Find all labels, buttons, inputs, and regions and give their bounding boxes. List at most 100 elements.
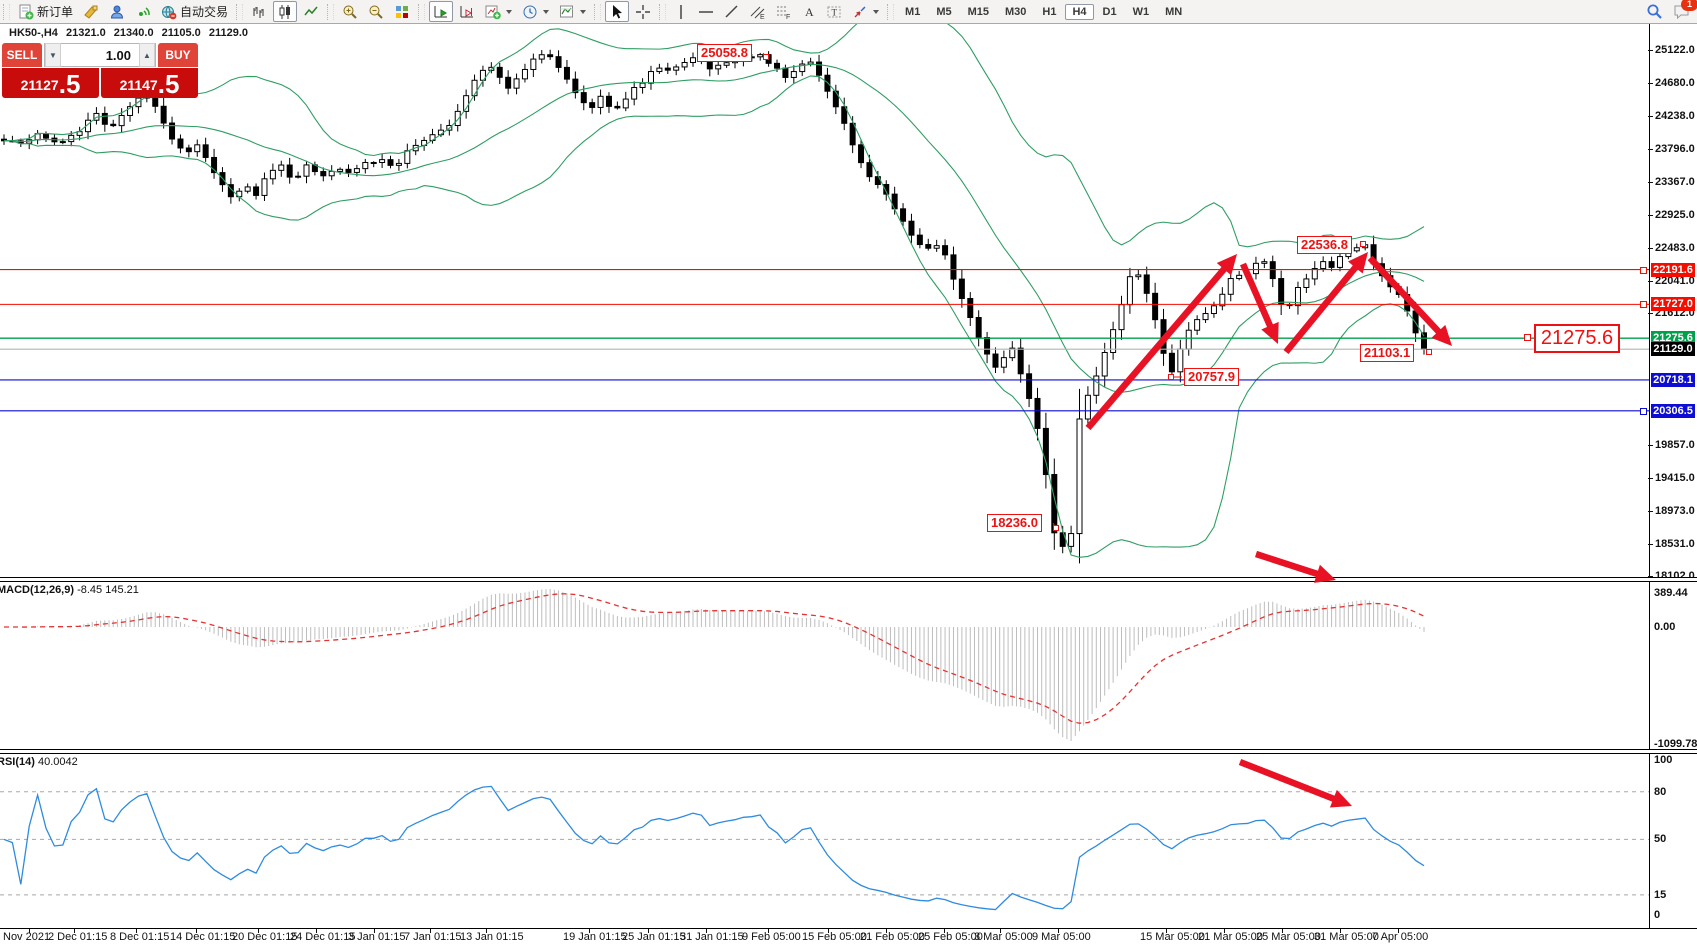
candle[interactable] (1160, 319, 1167, 354)
candle[interactable] (244, 186, 251, 192)
panel-splitter[interactable] (0, 577, 1697, 582)
candle[interactable] (353, 168, 360, 173)
candle[interactable] (303, 164, 310, 177)
candle[interactable] (1101, 351, 1108, 377)
candle[interactable] (59, 141, 66, 144)
candle[interactable] (261, 178, 268, 196)
candle[interactable] (387, 159, 394, 166)
line-handle[interactable] (1524, 334, 1531, 341)
candle[interactable] (1135, 274, 1142, 278)
candle[interactable] (975, 316, 982, 339)
candle[interactable] (513, 78, 520, 89)
timeframe-button-m30[interactable]: M30 (1005, 5, 1027, 18)
candle[interactable] (1017, 347, 1024, 375)
candle[interactable] (43, 133, 50, 139)
vertical-line-button[interactable] (670, 1, 692, 22)
candle[interactable] (169, 122, 176, 140)
candle[interactable] (563, 66, 570, 80)
text-label-button[interactable]: T (822, 1, 846, 22)
candle[interactable] (454, 110, 461, 126)
candle[interactable] (1042, 427, 1049, 476)
candle[interactable] (530, 58, 537, 70)
candle[interactable] (1177, 348, 1184, 373)
candle[interactable] (211, 156, 218, 174)
candle[interactable] (370, 161, 377, 164)
candle[interactable] (1118, 304, 1125, 331)
price-callout-box[interactable]: 21275.6 (1534, 324, 1620, 353)
candle[interactable] (320, 171, 327, 177)
candle[interactable] (673, 66, 680, 71)
candle[interactable] (1051, 474, 1058, 534)
accounts-button[interactable] (105, 1, 129, 22)
candle[interactable] (967, 297, 974, 318)
candle[interactable] (1328, 261, 1335, 268)
candle[interactable] (101, 112, 108, 125)
candle[interactable] (900, 208, 907, 222)
candle[interactable] (681, 62, 688, 68)
zoom-in-button[interactable] (338, 1, 362, 22)
candle[interactable] (1068, 533, 1075, 547)
search-icon[interactable] (1646, 3, 1663, 20)
candle[interactable] (631, 87, 638, 100)
candle[interactable] (555, 56, 562, 68)
candle[interactable] (1353, 247, 1360, 252)
buy-button[interactable]: BUY (158, 43, 198, 67)
volume-increase-button[interactable]: ▲ (139, 43, 155, 67)
candle[interactable] (1370, 244, 1377, 265)
candle[interactable] (622, 98, 629, 109)
candle[interactable] (1362, 244, 1369, 249)
candle[interactable] (1168, 352, 1175, 373)
sell-button[interactable]: SELL (2, 43, 42, 67)
candle[interactable] (127, 106, 134, 116)
candle[interactable] (589, 102, 596, 108)
price-annotation[interactable]: 18236.0 (987, 514, 1042, 532)
candle[interactable] (1202, 313, 1209, 321)
timeframe-button-h1[interactable]: H1 (1042, 5, 1057, 18)
candle[interactable] (799, 63, 806, 73)
candle[interactable] (916, 234, 923, 246)
candle[interactable] (547, 54, 554, 58)
candle[interactable] (278, 164, 285, 171)
candle[interactable] (1152, 292, 1159, 321)
candle[interactable] (177, 138, 184, 149)
candle[interactable] (942, 245, 949, 256)
candle[interactable] (723, 62, 730, 66)
auto-trading-button[interactable]: 自动交易 (157, 1, 232, 22)
candle[interactable] (295, 175, 302, 178)
candle[interactable] (866, 162, 873, 178)
candle[interactable] (858, 144, 865, 164)
candle[interactable] (1261, 261, 1268, 264)
candle[interactable] (715, 64, 722, 70)
candle[interactable] (1000, 357, 1007, 368)
line-handle[interactable] (1640, 407, 1647, 415)
candle[interactable] (984, 337, 991, 355)
equidistant-channel-button[interactable]: E (746, 1, 770, 22)
timeframe-button-mn[interactable]: MN (1165, 5, 1183, 18)
candle[interactable] (958, 278, 965, 299)
candle[interactable] (1395, 286, 1402, 295)
price-annotation[interactable]: 20757.9 (1184, 368, 1239, 386)
candle[interactable] (992, 353, 999, 368)
candle[interactable] (1303, 278, 1310, 288)
candle[interactable] (362, 161, 369, 170)
tile-windows-button[interactable] (390, 1, 414, 22)
candle[interactable] (580, 92, 587, 104)
candle[interactable] (1387, 275, 1394, 288)
candle[interactable] (774, 62, 781, 69)
candle[interactable] (1244, 273, 1251, 276)
timeframe-button-m1[interactable]: M1 (905, 5, 921, 18)
candle[interactable] (202, 144, 209, 158)
candle[interactable] (1126, 276, 1133, 306)
candle[interactable] (328, 170, 335, 177)
text-button[interactable]: A (798, 1, 820, 22)
candle[interactable] (757, 54, 764, 58)
chart-shift-button[interactable] (455, 1, 479, 22)
signal-button[interactable] (131, 1, 155, 22)
macd-panel[interactable] (0, 582, 1649, 749)
new-order-button[interactable]: 新订单 (14, 1, 77, 22)
candle[interactable] (1236, 274, 1243, 280)
line-handle[interactable] (1640, 266, 1647, 274)
candle[interactable] (765, 54, 772, 64)
candle[interactable] (1026, 373, 1033, 399)
arrow-objects-button[interactable] (848, 1, 883, 22)
